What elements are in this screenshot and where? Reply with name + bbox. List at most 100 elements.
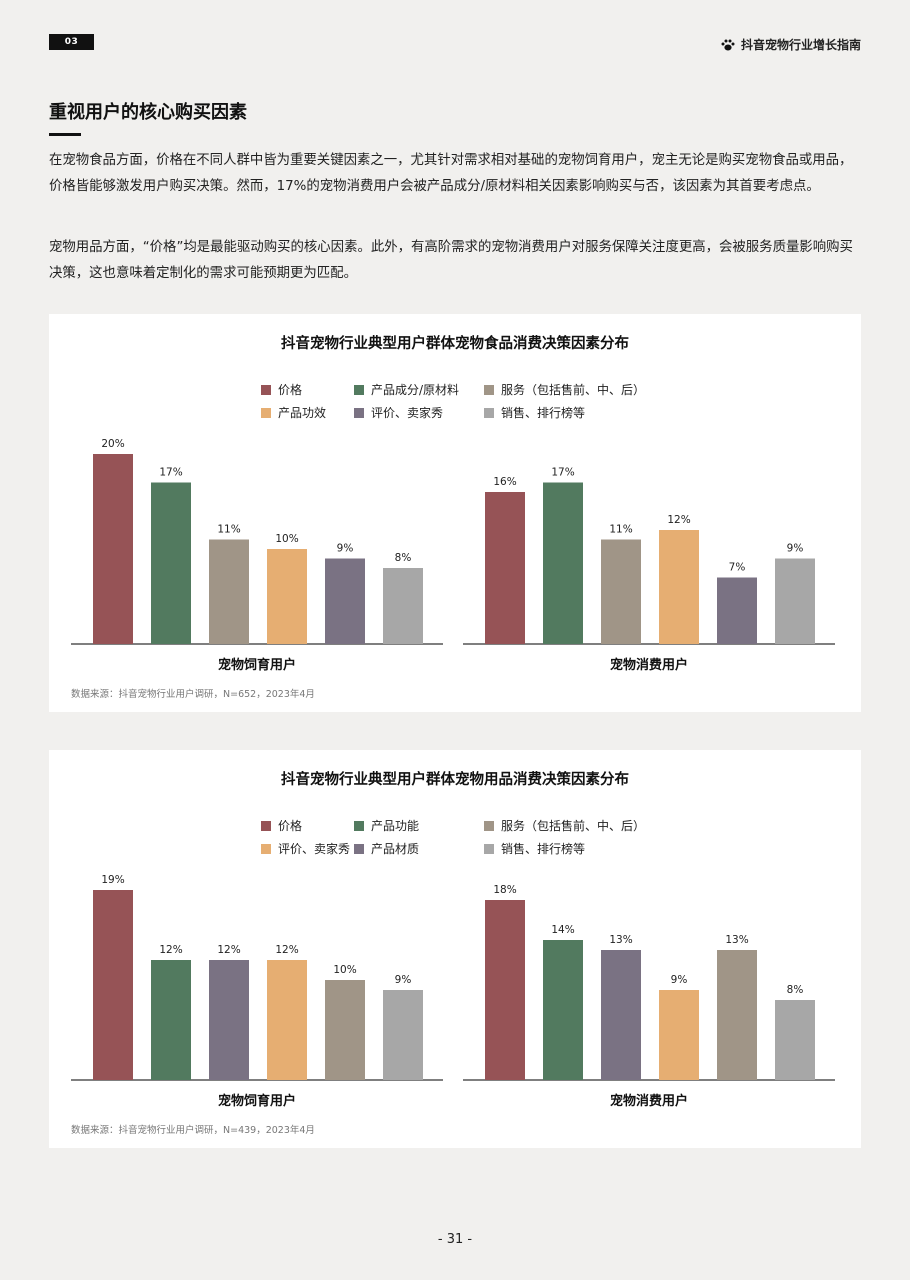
page-number: - 31 - [437, 1232, 473, 1247]
bar-data-label: 10% [333, 964, 356, 976]
legend-item: 服务（包括售前、中、后） [484, 817, 645, 834]
legend-label: 价格 [278, 383, 303, 397]
legend-swatch [484, 820, 494, 831]
bar [717, 577, 757, 644]
legend-label: 产品成分/原材料 [371, 383, 460, 397]
legend-label: 产品材质 [371, 842, 420, 856]
bar-data-label: 8% [787, 984, 804, 996]
legend-swatch [261, 384, 271, 395]
bar [209, 960, 249, 1080]
bar [775, 558, 815, 644]
bar-data-label: 19% [101, 874, 124, 886]
bar [543, 940, 583, 1080]
bar-data-label: 8% [395, 552, 412, 564]
legend-item: 价格 [261, 817, 302, 834]
chart-card-food: 抖音宠物行业典型用户群体宠物食品消费决策因素分布 价格 产品成分/原材料 服务（包括… [49, 314, 861, 712]
legend-swatch [261, 407, 271, 418]
bar [601, 950, 641, 1080]
bar-data-label: 20% [101, 438, 124, 450]
section-title: 重视用户的核心购买因素 [49, 102, 247, 123]
legend-label: 评价、卖家秀 [371, 406, 444, 420]
bar-data-label: 9% [787, 543, 804, 555]
brand-header: 抖音宠物行业增长指南 [721, 36, 861, 53]
legend-swatch [261, 843, 271, 854]
chart-card-supplies: 抖音宠物行业典型用户群体宠物用品消费决策因素分布 价格 产品功能 服务（包括售前、中… [49, 750, 861, 1148]
legend-item: 产品材质 [354, 840, 419, 857]
paragraph-supplies: 宠物用品方面，“价格”均是最能驱动购买的核心因素。此外，有高阶需求的宠物消费用户… [49, 240, 853, 281]
bar [775, 1000, 815, 1080]
legend-label: 产品功效 [278, 406, 327, 420]
legend-item: 产品功效 [261, 404, 326, 421]
legend-label: 评价、卖家秀 [278, 842, 351, 856]
bar [485, 900, 525, 1080]
bar [601, 539, 641, 644]
bar [151, 960, 191, 1080]
bar [543, 482, 583, 644]
bar [325, 558, 365, 644]
legend-label: 服务（包括售前、中、后） [501, 383, 646, 397]
bar [151, 482, 191, 644]
chart-source: 数据来源：抖音宠物行业用户调研，N=652，2023年4月 [71, 689, 315, 700]
legend-swatch [354, 384, 364, 395]
bar [717, 950, 757, 1080]
legend-label: 销售、排行榜等 [501, 842, 586, 856]
legend-label: 销售、排行榜等 [501, 406, 586, 420]
legend-label: 产品功能 [371, 819, 420, 833]
bar-data-label: 12% [159, 944, 182, 956]
legend-swatch [484, 407, 494, 418]
bar [383, 990, 423, 1080]
bar [267, 549, 307, 644]
bar-data-label: 11% [609, 524, 632, 536]
paw-icon [721, 39, 735, 50]
bar-data-label: 18% [493, 884, 516, 896]
legend-swatch [484, 384, 494, 395]
paragraph-food: 在宠物食品方面，价格在不同人群中皆为重要关键因素之一，尤其针对需求相对基础的宠物… [49, 153, 853, 194]
bar-data-label: 9% [395, 974, 412, 986]
brand-title: 抖音宠物行业增长指南 [740, 38, 861, 52]
group-label: 宠物消费用户 [610, 657, 688, 673]
group-label: 宠物饲育用户 [218, 657, 296, 673]
bar [93, 454, 133, 644]
legend-swatch [354, 843, 364, 854]
legend-item: 服务（包括售前、中、后） [484, 381, 645, 398]
legend-label: 服务（包括售前、中、后） [501, 819, 646, 833]
bar-data-label: 12% [667, 514, 690, 526]
bar [93, 890, 133, 1080]
group-label: 宠物消费用户 [610, 1093, 688, 1109]
bar [659, 530, 699, 644]
bar-data-label: 9% [671, 974, 688, 986]
bar-data-label: 7% [729, 562, 746, 574]
legend-swatch [261, 820, 271, 831]
chart-source: 数据来源：抖音宠物行业用户调研，N=439，2023年4月 [71, 1125, 315, 1136]
bar [383, 568, 423, 644]
bar [659, 990, 699, 1080]
bar-chart-food: 20% 17% 11% 10% 9% 8% 宠物饲育用户 16% 17% 11% 12% 7% 9% 宠物… [71, 438, 835, 673]
bar-data-label: 16% [493, 476, 516, 488]
bar-data-label: 12% [217, 944, 240, 956]
bar [485, 492, 525, 644]
bar-data-label: 17% [551, 467, 574, 479]
chart-title: 抖音宠物行业典型用户群体宠物食品消费决策因素分布 [281, 336, 629, 352]
bar [325, 980, 365, 1080]
legend-swatch [354, 407, 364, 418]
bar-data-label: 13% [725, 934, 748, 946]
legend-item: 产品功能 [354, 817, 419, 834]
bar-data-label: 11% [217, 524, 240, 536]
bar-data-label: 14% [551, 924, 574, 936]
bar-data-label: 13% [609, 934, 632, 946]
bar-data-label: 17% [159, 467, 182, 479]
legend-item: 销售、排行榜等 [484, 840, 585, 857]
bar-data-label: 9% [337, 543, 354, 555]
legend-item: 销售、排行榜等 [484, 404, 585, 421]
legend-item: 评价、卖家秀 [261, 840, 350, 857]
page-badge: 03 [49, 34, 94, 50]
bar [209, 539, 249, 644]
group-label: 宠物饲育用户 [218, 1093, 296, 1109]
bar-data-label: 10% [275, 533, 298, 545]
legend-item: 评价、卖家秀 [354, 404, 443, 421]
legend-swatch [484, 843, 494, 854]
legend-item: 价格 [261, 381, 302, 398]
bar [267, 960, 307, 1080]
chart-title: 抖音宠物行业典型用户群体宠物用品消费决策因素分布 [281, 772, 629, 788]
bar-data-label: 12% [275, 944, 298, 956]
